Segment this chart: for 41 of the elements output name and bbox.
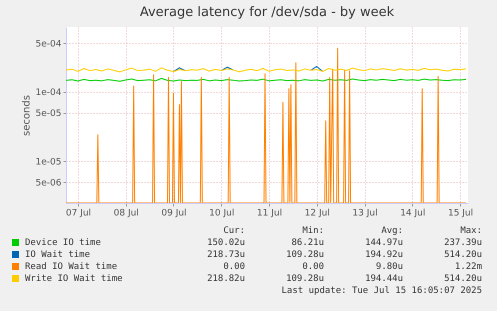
legend-label: Device IO time [24, 237, 102, 249]
text: Cur: [222, 225, 246, 237]
y-axis-title: seconds [22, 95, 33, 136]
text: Avg: [380, 225, 404, 237]
text: 218.82u [206, 273, 246, 285]
text: 194.92u [364, 249, 404, 261]
chart-title: Average latency for /dev/sda - by week [140, 5, 395, 20]
text: 109.28u [285, 273, 325, 285]
y-tick-label: 1e-04 [36, 88, 62, 98]
text: 86.21u [290, 237, 325, 249]
legend-label: Read IO Wait time [24, 261, 118, 273]
text: 150.02u [206, 237, 246, 249]
text: 514.20u [443, 273, 483, 285]
text: Max: [459, 225, 483, 237]
text: 144.97u [364, 237, 404, 249]
text: 1.22m [454, 261, 483, 273]
x-tick-label: 07 Jul [66, 208, 92, 218]
x-tick-label: 14 Jul [400, 208, 426, 218]
legend-label: Write IO Wait time [24, 273, 124, 285]
x-tick-label: 11 Jul [256, 208, 282, 218]
text: 514.20u [443, 249, 483, 261]
text: 237.39u [443, 237, 483, 249]
x-tick-label: 08 Jul [114, 208, 139, 218]
text: Min: [301, 225, 325, 237]
y-tick-label: 5e-05 [36, 109, 62, 120]
x-tick-label: 09 Jul [161, 208, 187, 218]
text: 218.73u [206, 249, 246, 261]
text: Last update: Tue Jul 15 16:05:07 2025 [280, 285, 483, 297]
x-tick-label: 15 Jul [448, 208, 474, 218]
x-tick-label: 12 Jul [304, 208, 330, 218]
x-tick-label: 10 Jul [209, 208, 234, 218]
text: 0.00 [222, 261, 246, 273]
y-tick-label: 5e-04 [36, 40, 62, 50]
y-tick-label: 1e-05 [36, 158, 62, 168]
text: 0.00 [301, 261, 325, 273]
x-tick-label: 13 Jul [352, 208, 378, 218]
legend-label: IO Wait time [24, 249, 92, 261]
text: 109.28u [285, 249, 325, 261]
y-tick-label: 5e-06 [36, 178, 62, 189]
text: 9.80u [374, 261, 404, 273]
text: 194.44u [364, 273, 404, 285]
